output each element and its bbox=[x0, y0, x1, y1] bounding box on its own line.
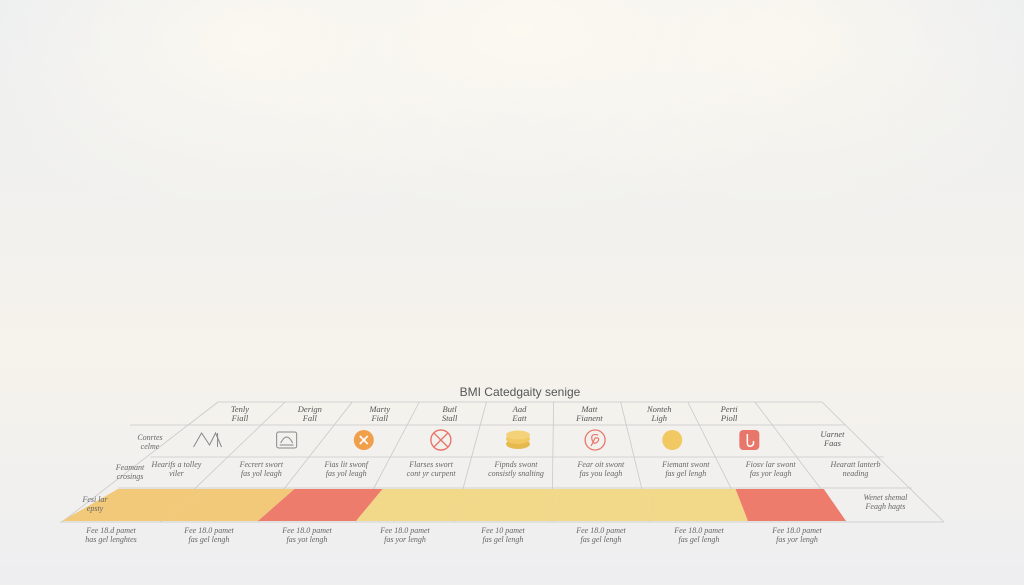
bmi-band-1 bbox=[62, 489, 207, 521]
category-footer: fas yot lengh bbox=[287, 535, 328, 544]
column-header: Butl bbox=[443, 404, 458, 414]
column-header: Fianent bbox=[575, 413, 603, 423]
category-footer: Fee 18.0 pamet bbox=[281, 526, 332, 535]
cross-circle-icon bbox=[430, 429, 452, 451]
scale-icon bbox=[276, 431, 298, 449]
column-header: Fiall bbox=[231, 413, 249, 423]
band-note: Wenet shemal bbox=[863, 493, 908, 502]
category-footer: has gel lenghtes bbox=[85, 535, 137, 544]
column-header: Tenly bbox=[231, 404, 249, 414]
dot-circle-icon bbox=[662, 430, 683, 450]
category-footer: fas gel lengh bbox=[581, 535, 622, 544]
category-description: Fias lit swonf bbox=[323, 460, 369, 469]
row-label: crosings bbox=[117, 472, 144, 481]
column-header: Aad bbox=[512, 404, 527, 414]
column-header: Derign bbox=[297, 404, 322, 414]
row-label: Feamant bbox=[115, 463, 145, 472]
category-footer: Fee 18.0 pamet bbox=[379, 526, 430, 535]
category-footer: Fee 18.0 pamet bbox=[183, 526, 234, 535]
bmi-band-7 bbox=[647, 489, 748, 521]
bmi-band-5 bbox=[454, 489, 560, 521]
bmi-band-8 bbox=[735, 489, 846, 521]
band-note: Feagh hagts bbox=[865, 502, 906, 511]
category-footer: Fee 18.0 pamet bbox=[771, 526, 822, 535]
stack-icon bbox=[506, 430, 530, 449]
row-label: Fesi lar bbox=[81, 495, 108, 504]
category-footer: Fee 10 pamet bbox=[480, 526, 525, 535]
bmi-band-2 bbox=[160, 489, 295, 521]
category-footer: Fee 18.0 pamet bbox=[575, 526, 626, 535]
row-label: epsty bbox=[87, 504, 104, 513]
category-icons bbox=[193, 429, 760, 451]
category-description: Hearifs a tolley bbox=[151, 460, 202, 469]
category-description: Fiemant swont bbox=[661, 460, 710, 469]
category-description: viler bbox=[169, 469, 185, 478]
table-texts: TenlyFiallDerignFallMartyFiallButlStallA… bbox=[81, 404, 908, 544]
category-description: fas you leagh bbox=[580, 469, 623, 478]
hook-icon bbox=[739, 430, 760, 450]
category-description: Fear oit swont bbox=[577, 460, 625, 469]
column-header: Eatt bbox=[511, 413, 527, 423]
category-description: consistly snalting bbox=[488, 469, 544, 478]
category-description: fas gel lengh bbox=[665, 469, 706, 478]
category-description: cont yr curpent bbox=[407, 469, 457, 478]
row-label: Conrtes bbox=[137, 433, 162, 442]
table-title: BMI Catedgaity senige bbox=[460, 385, 581, 399]
bmi-band-6 bbox=[552, 489, 650, 521]
bmi-band-4 bbox=[356, 489, 471, 521]
column-header: Nonteh bbox=[646, 404, 672, 414]
column-header: Perti bbox=[720, 404, 739, 414]
category-description: Fiosv lar swont bbox=[745, 460, 797, 469]
category-description: Fecrert swort bbox=[239, 460, 284, 469]
column-header: Ligh bbox=[650, 413, 667, 423]
last-column-label: Uarnet bbox=[820, 429, 845, 439]
bmi-band-3 bbox=[258, 489, 383, 521]
row-label: celme bbox=[141, 442, 160, 451]
column-header: Matt bbox=[580, 404, 598, 414]
category-description: fas yol leagh bbox=[241, 469, 282, 478]
category-description: fas yol leagh bbox=[326, 469, 367, 478]
category-footer: Fee 18.d pamet bbox=[85, 526, 136, 535]
column-header: Marty bbox=[368, 404, 390, 414]
category-footer: fas yor lengh bbox=[776, 535, 818, 544]
column-header: Stall bbox=[442, 413, 458, 423]
category-description: neading bbox=[843, 469, 869, 478]
column-header: Fall bbox=[302, 413, 318, 423]
mountain-icon bbox=[193, 431, 223, 448]
grid-vline bbox=[821, 401, 945, 523]
category-footer: fas gel lengh bbox=[483, 535, 524, 544]
last-column-label: Faas bbox=[823, 438, 842, 448]
category-footer: fas gel lengh bbox=[679, 535, 720, 544]
category-footer: fas yor lengh bbox=[384, 535, 426, 544]
category-description: Fipnds swont bbox=[494, 460, 539, 469]
category-description: Hearatt lanterb bbox=[830, 460, 881, 469]
spiral-circle-icon bbox=[584, 429, 606, 451]
category-description: fas yor leagh bbox=[750, 469, 792, 478]
grid-vline bbox=[61, 401, 219, 523]
plus-circle-icon bbox=[353, 430, 374, 450]
category-description: Flarses swort bbox=[408, 460, 454, 469]
bmi-bands bbox=[62, 489, 846, 521]
column-header: Fiall bbox=[370, 413, 388, 423]
category-footer: fas gel lengh bbox=[189, 535, 230, 544]
column-header: Pioll bbox=[720, 413, 738, 423]
category-footer: Fee 18.0 pamet bbox=[673, 526, 724, 535]
